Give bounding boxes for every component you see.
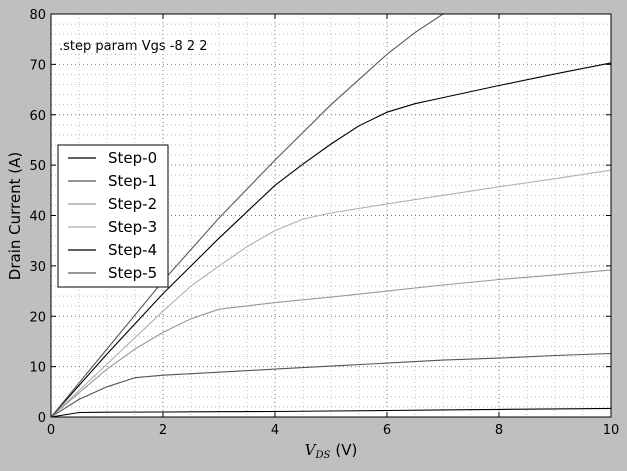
series-line-step-1 [51,352,611,417]
y-tick-label: 80 [29,8,46,23]
legend-label-step-2: Step-2 [108,195,157,213]
series-line-step-4 [51,62,611,417]
y-axis-label: Drain Current (A) [6,152,24,280]
x-tick-label: 8 [495,423,503,438]
y-tick-label: 30 [29,260,46,275]
legend-box [57,144,169,288]
legend-label-step-3: Step-3 [108,218,157,236]
legend-label-step-1: Step-1 [108,172,157,190]
y-tick-label: 60 [29,109,46,124]
x-tick-label: 2 [159,423,167,438]
y-tick-label: 0 [38,411,46,426]
x-tick-label: 0 [47,423,55,438]
legend-label-step-5: Step-5 [108,264,157,282]
y-tick-label: 50 [29,159,46,174]
legend: Step-0 Step-1 Step-2 Step-3 Step-4 Step-5 [57,144,169,288]
x-tick-label: 4 [271,423,279,438]
series-line-step-0 [51,407,611,417]
y-tick-label: 10 [29,361,46,376]
x-axis-label: VDS (V) [305,441,358,461]
series-lines [51,14,611,417]
step-annotation: .step param Vgs -8 2 2 [59,39,208,54]
series-line-step-2 [51,269,611,417]
y-tick-label: 20 [29,310,46,325]
x-tick-label: 10 [603,423,620,438]
x-tick-label: 6 [383,423,391,438]
axis-ticks: 0 2 4 6 8 10 0 10 20 30 40 50 60 70 80 [29,8,619,438]
y-tick-label: 70 [29,58,46,73]
series-line-step-5 [51,14,444,417]
legend-label-step-4: Step-4 [108,241,157,259]
series-line-step-3 [51,169,611,417]
legend-label-step-0: Step-0 [108,149,157,167]
y-tick-label: 40 [29,210,46,225]
